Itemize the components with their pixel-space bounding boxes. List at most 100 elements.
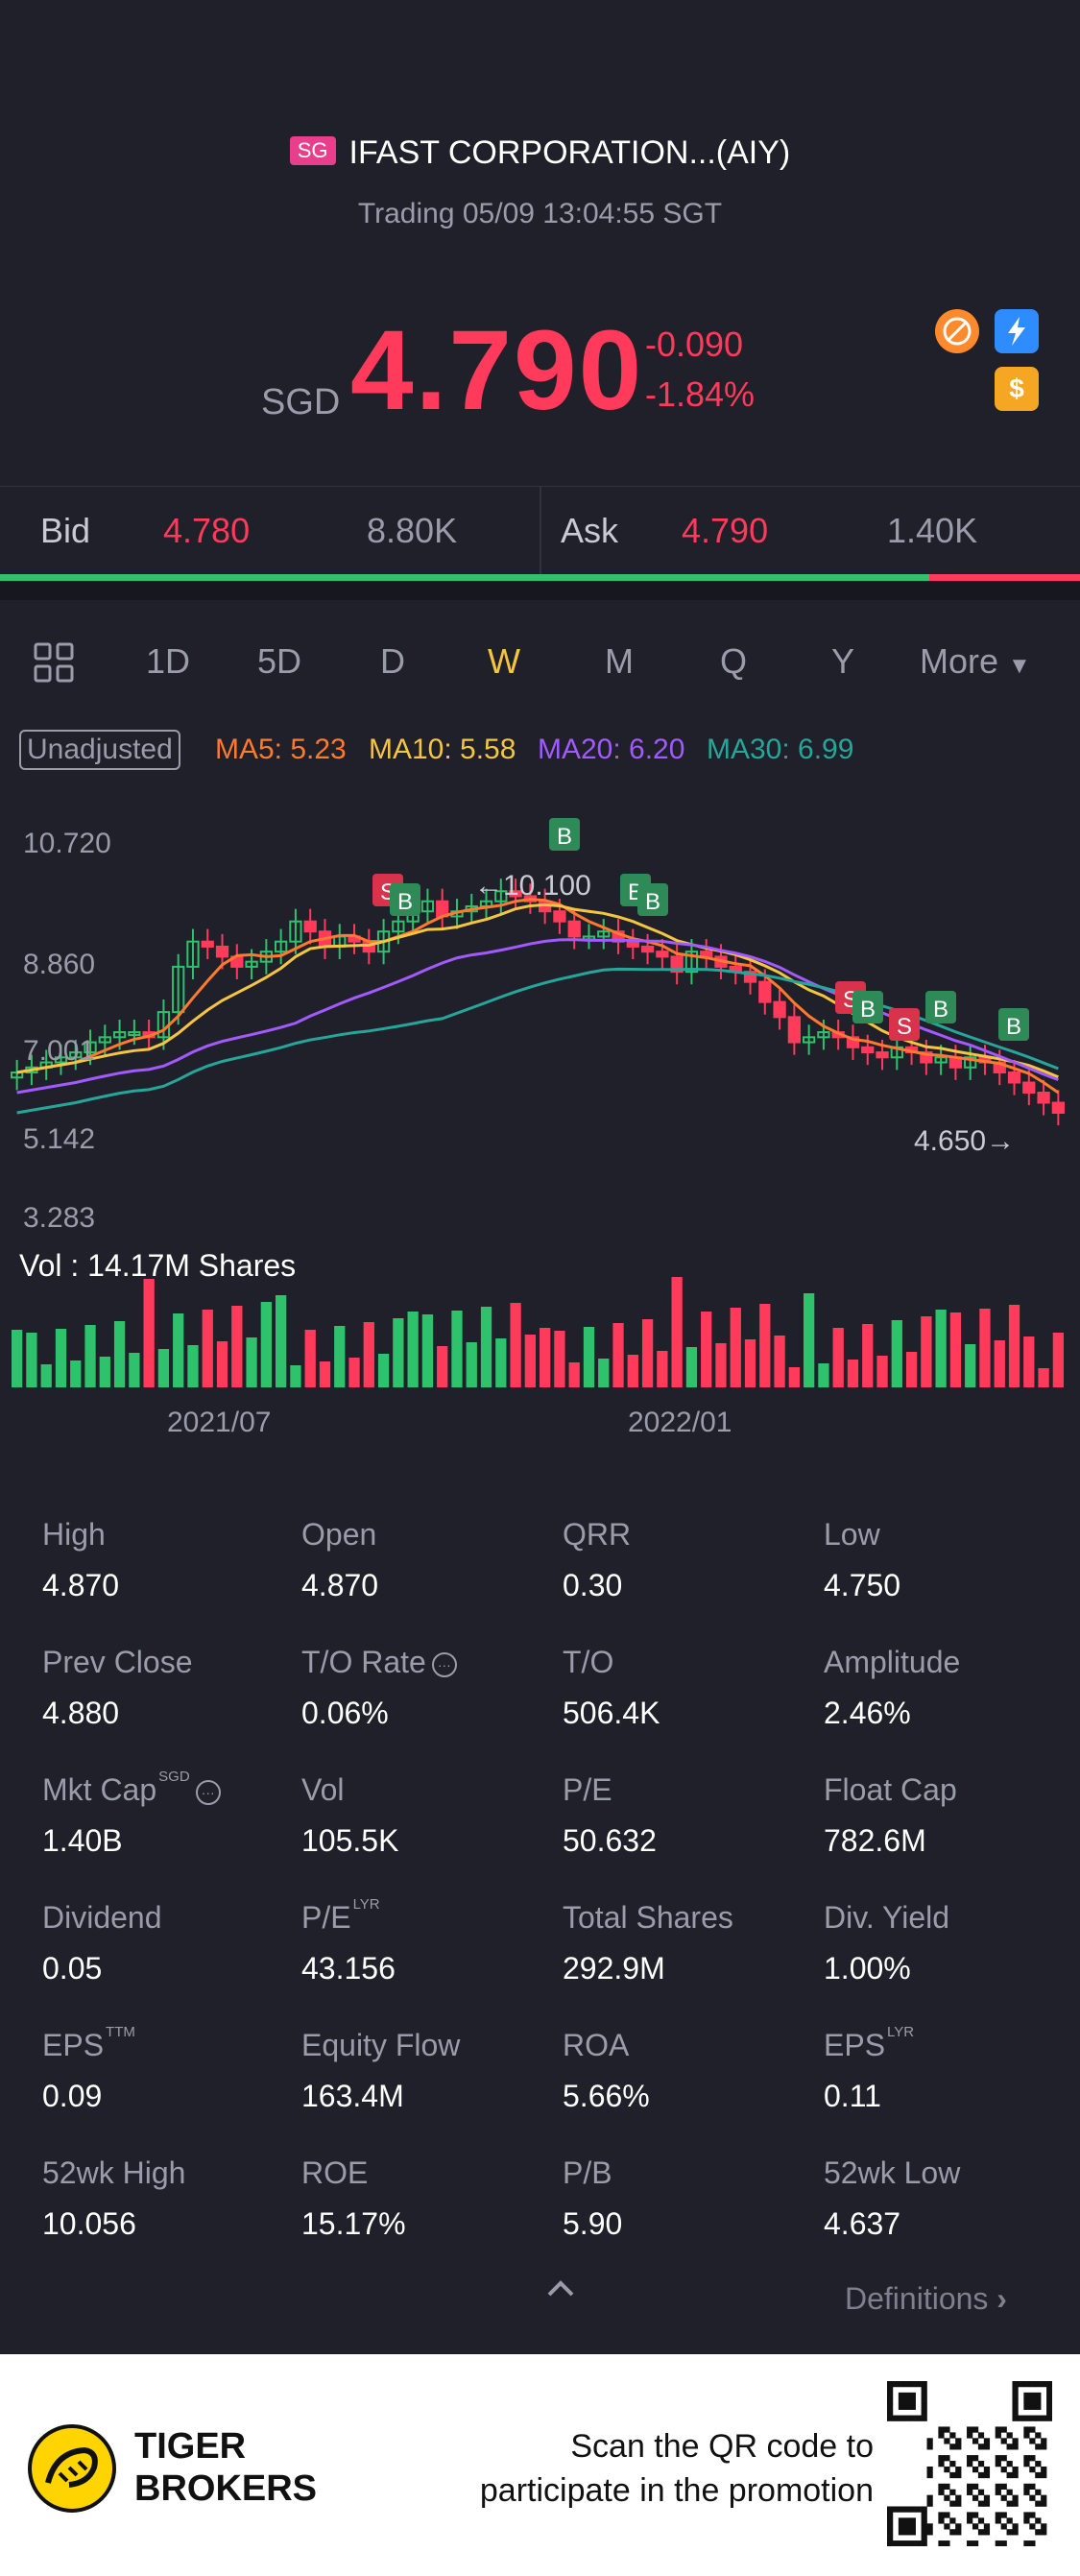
volume-bar [641, 1319, 654, 1387]
volume-bar [847, 1360, 859, 1387]
candle [128, 1031, 141, 1037]
volume-bar [334, 1326, 346, 1387]
candle [817, 1031, 830, 1039]
stat-value: 163.4M [301, 2079, 404, 2113]
stat-value: 15.17% [301, 2206, 406, 2241]
chevron-down-icon: ▼ [1008, 653, 1031, 679]
stat-label-text: Low [824, 1517, 880, 1552]
ma30-label: MA30: 6.99 [707, 734, 854, 765]
buy-marker[interactable] [998, 1008, 1029, 1041]
tab-more[interactable]: More ▼ [920, 641, 1031, 682]
stat-label: Mkt Cap SGD ··· [42, 1769, 221, 1808]
stat-value: 0.05 [42, 1951, 103, 1986]
ask-label: Ask [561, 511, 619, 550]
volume-bar [935, 1310, 947, 1387]
ask-ratio-bar [929, 574, 1080, 581]
tab-5d[interactable]: 5D [257, 641, 302, 681]
stat-label-text: EPS [42, 2028, 105, 2062]
candle [172, 965, 185, 1014]
volume-bar [583, 1327, 595, 1387]
candle [964, 1056, 977, 1069]
candle [509, 890, 522, 898]
candle [84, 1041, 97, 1054]
candle [803, 1036, 816, 1044]
buy-marker[interactable] [390, 883, 420, 916]
volume-bar [510, 1303, 521, 1387]
ma5-line [16, 898, 1060, 1095]
candle [684, 951, 699, 974]
ma5-label: MA5: 5.23 [215, 734, 347, 765]
stat-label: Float Cap [824, 1772, 957, 1808]
volume-bar [202, 1310, 213, 1387]
candle [670, 955, 684, 974]
stat-label-text: QRR [563, 1517, 632, 1552]
tab-d[interactable]: D [380, 641, 405, 681]
scan-text: Scan the QR code to participate in the p… [451, 2424, 874, 2513]
candle [494, 890, 508, 903]
candle [112, 1031, 127, 1039]
stat-value: 506.4K [563, 1696, 660, 1730]
candle [553, 910, 566, 923]
stat-label: 52wk High [42, 2155, 185, 2191]
lightning-icon[interactable] [995, 309, 1039, 353]
buy-marker[interactable] [637, 883, 668, 916]
buy-marker[interactable] [549, 818, 580, 851]
bid-price: 4.780 [163, 511, 251, 550]
volume-bar [290, 1365, 301, 1387]
no-shorting-icon[interactable] [935, 309, 979, 353]
stat-label-text: Equity Flow [301, 2028, 461, 2062]
tab-m[interactable]: M [605, 641, 634, 681]
volume-bar [377, 1354, 390, 1387]
volume-bar [524, 1335, 536, 1387]
stat-value: 4.637 [824, 2206, 901, 2241]
stat-value: 4.750 [824, 1568, 901, 1602]
grid-view-icon[interactable] [33, 641, 75, 688]
stat-label: Dividend [42, 1900, 162, 1936]
definitions-link[interactable]: Definitions › [845, 2281, 1007, 2317]
stat-label-text: P/E [563, 1772, 612, 1807]
candle [303, 920, 317, 933]
volume-bar [979, 1309, 991, 1387]
candle [934, 1056, 948, 1064]
stat-value: 50.632 [563, 1823, 657, 1858]
sell-marker[interactable] [889, 1008, 920, 1041]
tab-w[interactable]: W [488, 641, 520, 681]
stat-value: 43.156 [301, 1951, 396, 1986]
more-info-icon[interactable]: ··· [195, 1779, 221, 1805]
volume-bar [129, 1353, 140, 1387]
tab-1d[interactable]: 1D [146, 641, 191, 681]
stat-label-text: P/E [301, 1900, 351, 1935]
candle [787, 1016, 802, 1044]
y-tick-label: 8.860 [23, 949, 96, 980]
marker-label: B [860, 997, 876, 1023]
stat-label-text: 52wk Low [824, 2155, 961, 2190]
stat-label-text: High [42, 1517, 106, 1552]
candle [640, 945, 655, 953]
stat-label: Low [824, 1517, 880, 1553]
tab-q[interactable]: Q [720, 641, 748, 681]
dollar-icon[interactable]: $ [995, 367, 1039, 411]
stat-label-text: Div. Yield [824, 1900, 950, 1935]
buy-marker[interactable] [852, 991, 883, 1023]
more-info-icon[interactable]: ··· [431, 1651, 457, 1677]
y-tick-label: 5.142 [23, 1123, 96, 1155]
chevron-up-icon[interactable] [543, 2277, 578, 2305]
tab-y[interactable]: Y [831, 641, 855, 681]
candle [1051, 1101, 1065, 1114]
buy-marker[interactable] [925, 991, 956, 1023]
marker-label: B [1006, 1014, 1021, 1040]
y-tick-label: 7.001 [23, 1035, 96, 1067]
stat-label-text: ROE [301, 2155, 369, 2190]
stat-label-text: P/B [563, 2155, 612, 2190]
adjustment-toggle[interactable]: Unadjusted [19, 730, 180, 770]
volume-bar [276, 1295, 287, 1387]
stat-value: 782.6M [824, 1823, 926, 1858]
stat-label: Equity Flow [301, 2028, 460, 2063]
scan-line-2: participate in the promotion [479, 2472, 874, 2509]
volume-bar [685, 1347, 698, 1387]
candle [54, 1056, 68, 1064]
bid-ratio-bar [0, 574, 929, 581]
volume-bar [804, 1293, 815, 1387]
volume-bar [612, 1323, 624, 1387]
